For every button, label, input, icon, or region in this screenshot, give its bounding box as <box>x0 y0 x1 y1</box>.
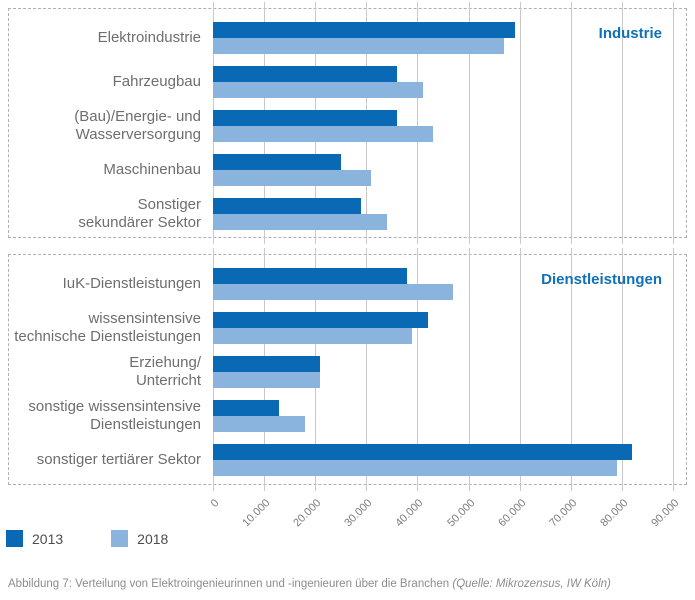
bar-pair <box>213 110 673 142</box>
bar-2013 <box>213 154 341 170</box>
gridline <box>468 2 470 244</box>
bar-2013 <box>213 312 428 328</box>
gridline <box>621 2 623 244</box>
category-label: Sonstiger sekundärer Sektor <box>78 196 201 231</box>
bar-2018 <box>213 170 372 186</box>
x-tick-label: 20.000 <box>291 497 324 530</box>
bar-pair <box>213 22 673 54</box>
category-label: IuK-Dienstleistungen <box>62 275 201 292</box>
bar-rows-dienstleistungen: IuK-Dienstleistungen wissensintensive tec… <box>9 255 686 484</box>
bar-2013 <box>213 400 280 416</box>
chart-row: IuK-Dienstleistungen <box>9 268 686 300</box>
bar-pair <box>213 312 673 344</box>
figure-caption: Abbildung 7: Verteilung von Elektroingen… <box>8 578 688 590</box>
bar-pair <box>213 66 673 98</box>
bar-pair <box>213 400 673 432</box>
bar-2013 <box>213 268 408 284</box>
gridline <box>673 2 674 244</box>
chart-row: sonstiger tertiärer Sektor <box>9 444 686 476</box>
bar-2018 <box>213 82 423 98</box>
panel-title-dienstleistungen: Dienstleistungen <box>541 271 662 288</box>
chart-panel-industrie: Industrie Elektroindustrie Fahrzeugbau (Ba… <box>8 2 687 244</box>
x-tick-label: 70.000 <box>546 497 580 530</box>
legend-label-2013: 2013 <box>32 530 64 547</box>
bar-pair <box>213 444 673 476</box>
gridline <box>417 248 419 491</box>
chart-row: Erziehung/ Unterricht <box>9 354 686 389</box>
bar-pair <box>213 268 673 300</box>
gridline <box>519 248 521 491</box>
category-label: sonstiger tertiärer Sektor <box>36 451 201 468</box>
bar-2013 <box>213 22 515 38</box>
gridline <box>468 248 470 491</box>
category-label: wissensintensive technische Dienstleistu… <box>14 310 201 345</box>
x-tick-label: 60.000 <box>495 497 529 530</box>
gridline <box>621 248 623 491</box>
legend: 2013 2018 <box>6 530 216 547</box>
bar-rows-industrie: Elektroindustrie Fahrzeugbau (Bau)/Energie… <box>9 9 686 237</box>
x-tick-label: 90.000 <box>649 497 682 530</box>
chart-row: Elektroindustrie <box>9 22 686 54</box>
bar-2018 <box>213 284 454 300</box>
x-tick-label: 40.000 <box>393 497 426 530</box>
gridline <box>519 2 521 244</box>
chart-row: (Bau)/Energie- und Wasserversorgung <box>9 108 686 143</box>
gridline <box>366 248 368 491</box>
bar-2018 <box>213 460 617 476</box>
legend-item-2018: 2018 <box>111 530 168 547</box>
bar-2013 <box>213 66 397 82</box>
chart-row: wissensintensive technische Dienstleistu… <box>9 310 686 345</box>
category-label: Erziehung/ Unterricht <box>129 354 201 389</box>
caption-text: Abbildung 7: Verteilung von Elektroingen… <box>8 578 453 590</box>
category-label: sonstige wissensintensive Dienstleistung… <box>28 398 201 433</box>
bar-2018 <box>213 214 387 230</box>
legend-item-2013: 2013 <box>6 530 63 547</box>
bar-2018 <box>213 328 413 344</box>
category-label: Maschinenbau <box>103 161 201 178</box>
bar-2013 <box>213 444 633 460</box>
gridline <box>417 2 419 244</box>
category-label: Elektroindustrie <box>97 29 201 46</box>
bar-2018 <box>213 416 305 432</box>
chart-row: Sonstiger sekundärer Sektor <box>9 196 686 231</box>
legend-swatch-2018 <box>111 530 129 547</box>
x-tick-label: 80.000 <box>598 497 631 530</box>
bar-2013 <box>213 356 321 372</box>
gridline <box>673 248 674 491</box>
chart-row: Fahrzeugbau <box>9 66 686 98</box>
x-tick-label: 50.000 <box>444 497 478 530</box>
bar-2018 <box>213 126 433 142</box>
legend-label-2018: 2018 <box>137 530 169 547</box>
caption-source: (Quelle: Mikrozensus, IW Köln) <box>452 578 611 590</box>
gridline <box>570 2 572 244</box>
chart-row: Maschinenbau <box>9 154 686 186</box>
bar-pair <box>213 198 673 230</box>
bar-2018 <box>213 38 505 54</box>
bar-2018 <box>213 372 321 388</box>
bar-2013 <box>213 110 397 126</box>
chart-row: sonstige wissensintensive Dienstleistung… <box>9 398 686 433</box>
x-tick-label: 30.000 <box>342 497 375 530</box>
category-label: (Bau)/Energie- und Wasserversorgung <box>74 108 201 143</box>
panel-title-industrie: Industrie <box>598 25 662 42</box>
category-label: Fahrzeugbau <box>112 73 201 90</box>
bar-2013 <box>213 198 362 214</box>
legend-swatch-2013 <box>6 530 23 547</box>
chart-panel-dienstleistungen: Dienstleistungen IuK-Dienstleistungen wis… <box>8 248 687 491</box>
bar-pair <box>213 154 673 186</box>
gridline <box>570 248 572 491</box>
bar-pair <box>213 356 673 388</box>
